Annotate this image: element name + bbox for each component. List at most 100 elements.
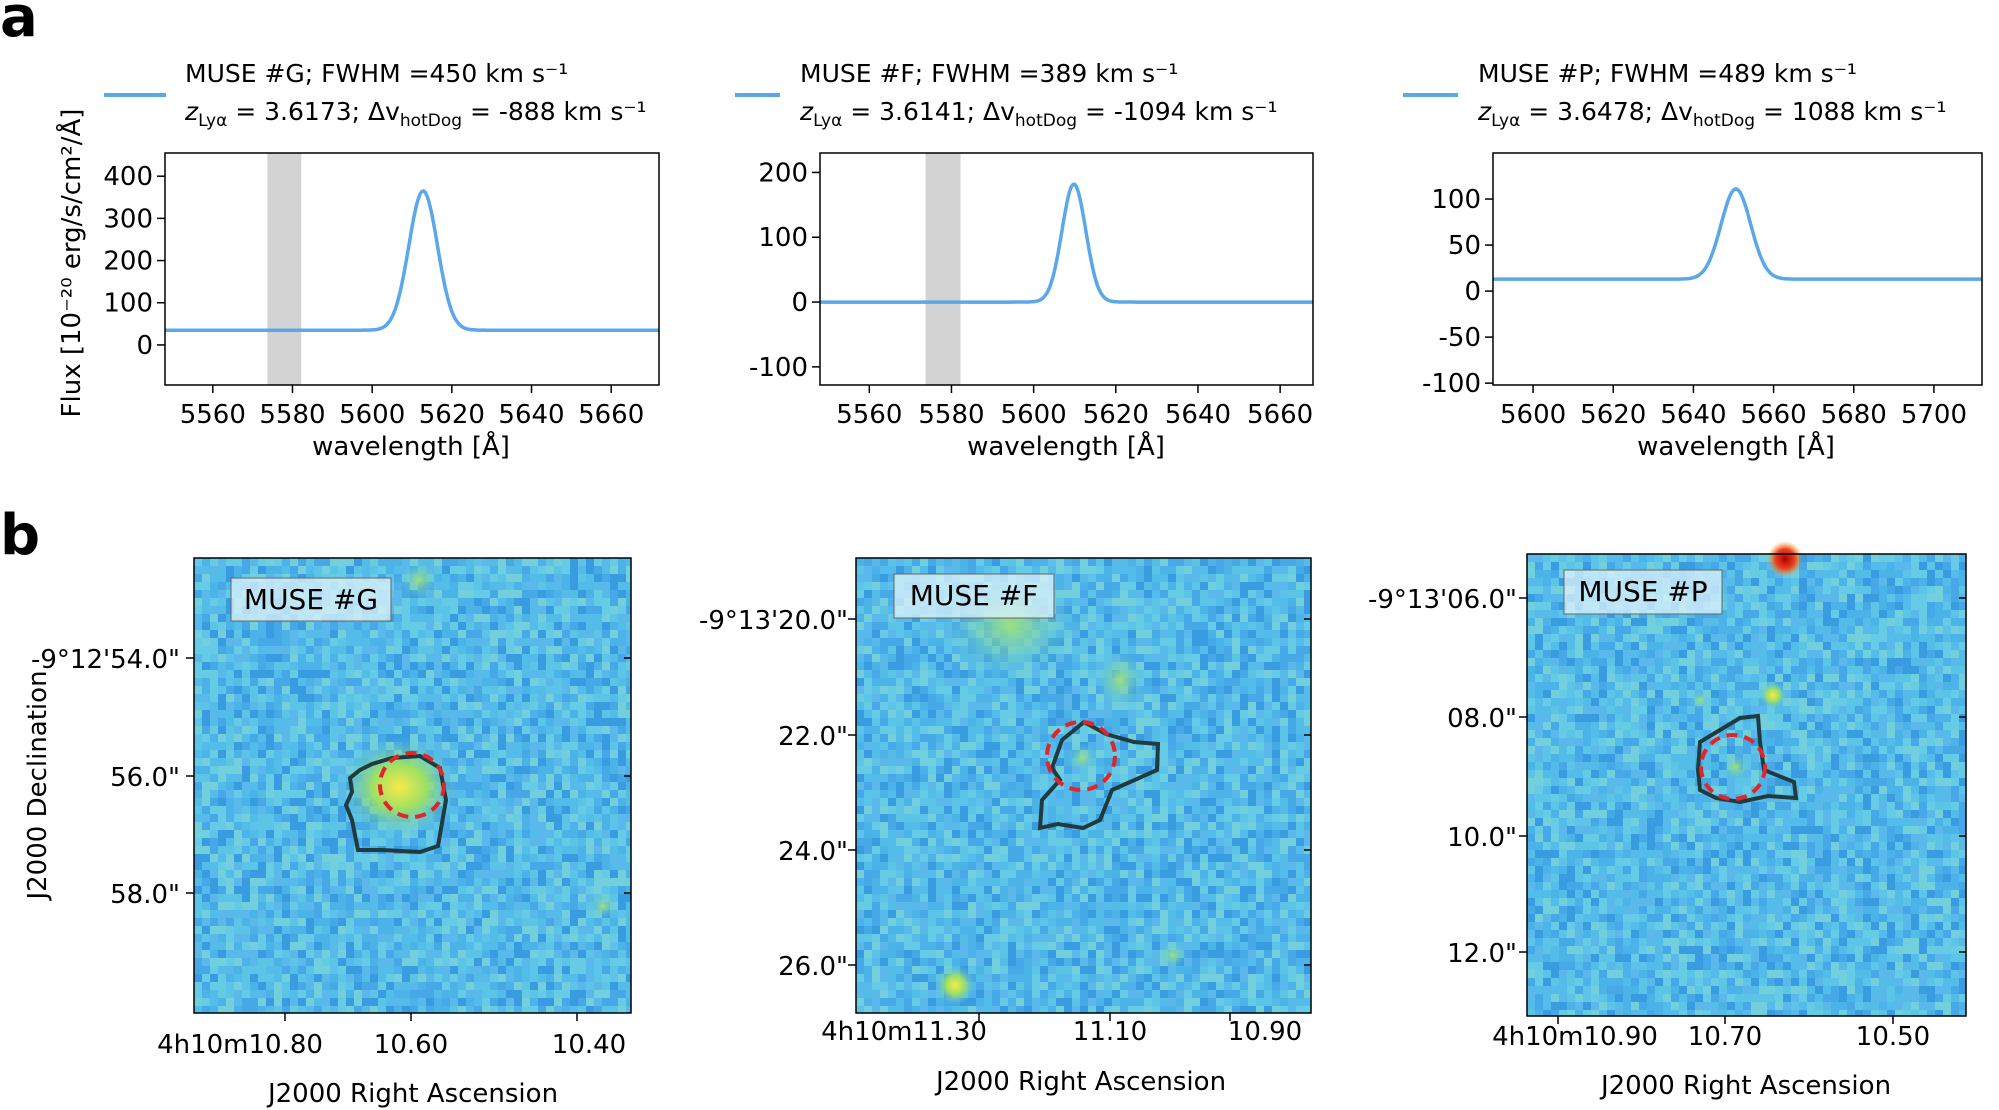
- noise-pixel: [1096, 702, 1104, 710]
- noise-pixel: [386, 678, 394, 686]
- noise-pixel: [1000, 734, 1008, 742]
- noise-pixel: [1040, 734, 1048, 742]
- noise-pixel: [298, 942, 306, 950]
- noise-pixel: [234, 742, 242, 750]
- noise-pixel: [1104, 590, 1112, 598]
- noise-pixel: [258, 814, 266, 822]
- noise-pixel: [1304, 774, 1311, 782]
- noise-pixel: [1240, 558, 1248, 566]
- noise-pixel: [522, 638, 530, 646]
- noise-pixel: [904, 734, 912, 742]
- noise-pixel: [1200, 574, 1208, 582]
- noise-pixel: [266, 814, 274, 822]
- noise-pixel: [322, 894, 330, 902]
- noise-pixel: [258, 774, 266, 782]
- noise-pixel: [976, 766, 984, 774]
- noise-pixel: [610, 590, 618, 598]
- noise-pixel: [298, 870, 306, 878]
- noise-pixel: [514, 998, 522, 1006]
- noise-pixel: [610, 854, 618, 862]
- noise-pixel: [298, 678, 306, 686]
- noise-pixel: [490, 622, 498, 630]
- noise-pixel: [450, 582, 458, 590]
- noise-pixel: [490, 598, 498, 606]
- noise-pixel: [258, 902, 266, 910]
- noise-pixel: [242, 846, 250, 854]
- noise-pixel: [426, 902, 434, 910]
- noise-pixel: [330, 790, 338, 798]
- noise-pixel: [1144, 758, 1152, 766]
- noise-pixel: [450, 734, 458, 742]
- noise-pixel: [570, 902, 578, 910]
- noise-pixel: [210, 646, 218, 654]
- noise-pixel: [338, 734, 346, 742]
- noise-pixel: [362, 958, 370, 966]
- noise-pixel: [1128, 726, 1136, 734]
- noise-pixel: [1304, 606, 1311, 614]
- noise-pixel: [386, 718, 394, 726]
- noise-pixel: [354, 654, 362, 662]
- noise-pixel: [522, 974, 530, 982]
- noise-pixel: [562, 782, 570, 790]
- noise-pixel: [346, 710, 354, 718]
- noise-pixel: [626, 686, 631, 694]
- noise-pixel: [266, 718, 274, 726]
- noise-pixel: [530, 950, 538, 958]
- noise-pixel: [602, 774, 610, 782]
- noise-pixel: [466, 670, 474, 678]
- noise-pixel: [362, 710, 370, 718]
- noise-pixel: [426, 734, 434, 742]
- noise-pixel: [394, 582, 402, 590]
- noise-pixel: [314, 702, 322, 710]
- noise-pixel: [880, 638, 888, 646]
- noise-pixel: [442, 710, 450, 718]
- noise-pixel: [506, 790, 514, 798]
- noise-pixel: [538, 718, 546, 726]
- noise-pixel: [1216, 582, 1224, 590]
- noise-pixel: [338, 686, 346, 694]
- noise-pixel: [458, 878, 466, 886]
- noise-pixel: [610, 566, 618, 574]
- noise-pixel: [538, 950, 546, 958]
- noise-pixel: [578, 926, 586, 934]
- noise-pixel: [1088, 710, 1096, 718]
- noise-pixel: [306, 966, 314, 974]
- noise-pixel: [1184, 726, 1192, 734]
- noise-pixel: [506, 902, 514, 910]
- noise-pixel: [578, 870, 586, 878]
- noise-pixel: [1272, 702, 1280, 710]
- noise-pixel: [410, 694, 418, 702]
- noise-pixel: [290, 678, 298, 686]
- noise-pixel: [1160, 702, 1168, 710]
- noise-pixel: [282, 734, 290, 742]
- noise-pixel: [546, 846, 554, 854]
- noise-pixel: [466, 718, 474, 726]
- noise-pixel: [1104, 566, 1112, 574]
- noise-pixel: [378, 910, 386, 918]
- noise-pixel: [290, 734, 298, 742]
- noise-pixel: [1208, 638, 1216, 646]
- noise-pixel: [1240, 710, 1248, 718]
- xtick-label-f-5: 5660: [1247, 400, 1313, 430]
- noise-pixel: [490, 974, 498, 982]
- noise-pixel: [960, 670, 968, 678]
- noise-pixel: [258, 926, 266, 934]
- noise-pixel: [1128, 710, 1136, 718]
- noise-pixel: [266, 726, 274, 734]
- noise-pixel: [1248, 702, 1256, 710]
- noise-pixel: [1296, 566, 1304, 574]
- noise-pixel: [992, 678, 1000, 686]
- noise-pixel: [466, 766, 474, 774]
- noise-pixel: [266, 806, 274, 814]
- noise-pixel: [1008, 774, 1016, 782]
- noise-pixel: [426, 838, 434, 846]
- noise-pixel: [618, 886, 626, 894]
- noise-pixel: [864, 750, 872, 758]
- noise-pixel: [282, 838, 290, 846]
- noise-pixel: [578, 782, 586, 790]
- noise-pixel: [362, 966, 370, 974]
- noise-pixel: [1296, 590, 1304, 598]
- ylabel-dec: J2000 Declination: [23, 670, 53, 901]
- noise-pixel: [554, 774, 562, 782]
- noise-pixel: [274, 934, 282, 942]
